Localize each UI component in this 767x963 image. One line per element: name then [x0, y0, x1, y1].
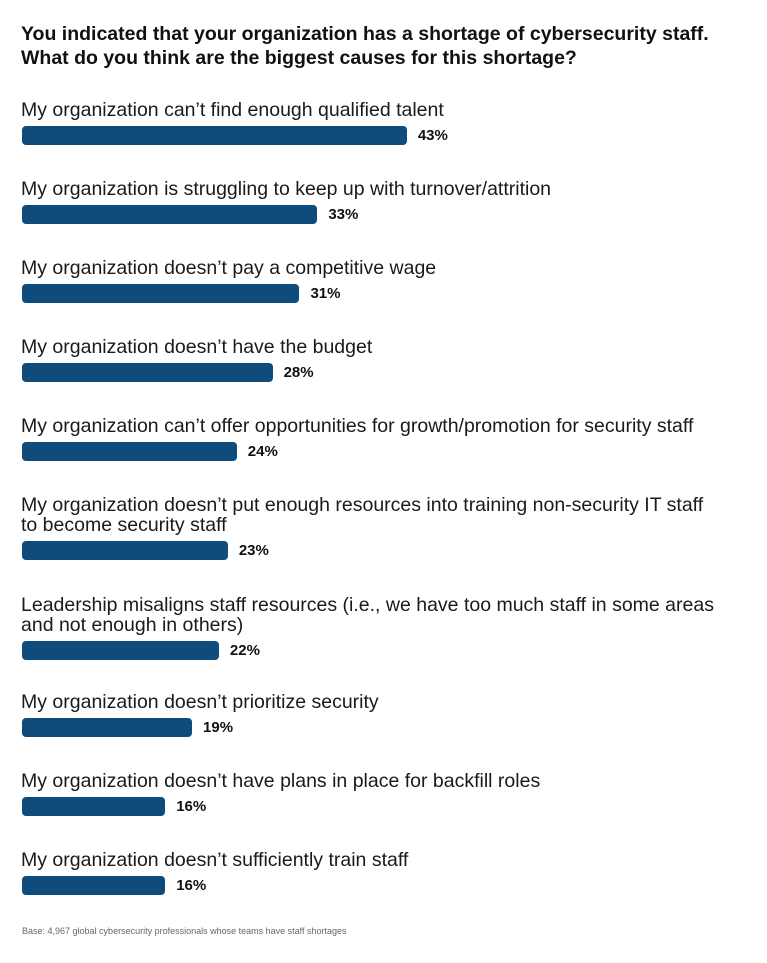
- chart-title: You indicated that your organization has…: [21, 22, 751, 70]
- bar-label-line: My organization can’t offer opportunitie…: [21, 415, 694, 437]
- bar-label-line: My organization doesn’t pay a competitiv…: [21, 257, 437, 279]
- bar-label: Leadership misaligns staff resources (i.…: [21, 595, 751, 635]
- bar-label-line: Leadership misaligns staff resources (i.…: [21, 594, 714, 616]
- bar: [22, 126, 407, 145]
- bar-value-label: 33%: [328, 206, 359, 223]
- bar-value-label: 16%: [176, 798, 207, 815]
- bar-label: My organization is struggling to keep up…: [21, 179, 751, 199]
- bar-label: My organization doesn’t put enough resou…: [21, 495, 751, 535]
- bar: [22, 205, 318, 224]
- bar-value-label: 22%: [229, 642, 260, 659]
- bar-label-line: My organization doesn’t have plans in pl…: [21, 770, 541, 792]
- bar: [22, 876, 166, 895]
- bar-value-label: 19%: [203, 719, 234, 736]
- bar-label: My organization doesn’t have plans in pl…: [21, 771, 751, 791]
- bar-value-label: 31%: [310, 285, 341, 302]
- bar-label-line: My organization doesn’t put enough resou…: [21, 494, 704, 516]
- bar-label: My organization doesn’t have the budget: [21, 337, 751, 357]
- bar: [22, 541, 228, 560]
- chart-title-line-2: What do you think are the biggest causes…: [21, 47, 577, 69]
- bar-value-label: 43%: [417, 127, 448, 144]
- bar-label-line: to become security staff: [21, 514, 227, 536]
- bar-label-line: My organization doesn’t have the budget: [21, 336, 373, 358]
- bar: [22, 641, 219, 660]
- bar-label-line: and not enough in others): [21, 614, 244, 636]
- bar-label: My organization doesn’t prioritize secur…: [21, 692, 751, 712]
- bar-label: My organization can’t offer opportunitie…: [21, 416, 751, 436]
- bar: [22, 363, 273, 382]
- bar-value-label: 24%: [247, 443, 278, 460]
- footnote: Base: 4,967 global cybersecurity profess…: [22, 926, 347, 936]
- bar-value-label: 23%: [238, 542, 269, 559]
- chart-title-line-1: You indicated that your organization has…: [21, 23, 709, 45]
- bar-label: My organization doesn’t pay a competitiv…: [21, 258, 751, 278]
- bar: [22, 284, 300, 303]
- bar: [22, 718, 193, 737]
- bar-label-line: My organization doesn’t sufficiently tra…: [21, 849, 409, 871]
- bar-value-label: 16%: [176, 877, 207, 894]
- bar-label-line: My organization can’t find enough qualif…: [21, 99, 444, 121]
- bar: [22, 442, 237, 461]
- bar: [22, 797, 166, 816]
- bar-label: My organization can’t find enough qualif…: [21, 100, 751, 120]
- bar-label-line: My organization doesn’t prioritize secur…: [21, 691, 379, 713]
- bar-value-label: 28%: [283, 364, 314, 381]
- bar-label-line: My organization is struggling to keep up…: [21, 178, 552, 200]
- bar-label: My organization doesn’t sufficiently tra…: [21, 850, 751, 870]
